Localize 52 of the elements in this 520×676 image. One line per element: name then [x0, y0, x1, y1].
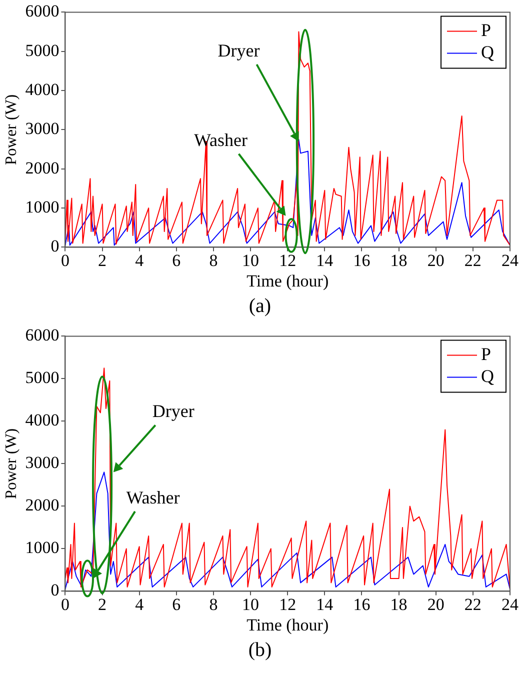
y-axis-title: Power (W) — [2, 94, 20, 166]
y-tick-label: 1000 — [25, 538, 60, 558]
x-tick-label: 20 — [427, 594, 444, 614]
x-axis-title: Time (hour) — [246, 271, 329, 290]
x-tick-label: 6 — [172, 594, 181, 614]
x-tick-label: 4 — [135, 250, 144, 270]
annotation: Dryer — [152, 401, 194, 422]
annotation: Washer — [194, 130, 248, 150]
x-tick-label: 8 — [209, 594, 218, 614]
x-tick-label: 16 — [353, 250, 370, 270]
y-tick-label: 3000 — [25, 119, 60, 138]
legend-label: Q — [481, 42, 494, 62]
y-tick-label: 3000 — [25, 453, 60, 472]
y-axis-title: Power (W) — [2, 428, 20, 500]
x-tick-label: 14 — [316, 250, 334, 270]
y-tick-label: 5000 — [25, 40, 60, 60]
x-tick-label: 2 — [98, 594, 107, 614]
y-tick-label: 0 — [50, 580, 60, 600]
x-tick-label: 4 — [135, 594, 144, 614]
legend-label: P — [481, 20, 492, 40]
x-tick-label: 12 — [279, 250, 296, 270]
text: (b) — [247, 638, 273, 663]
y-tick-label: 0 — [50, 236, 60, 256]
annotation: Washer — [126, 487, 180, 508]
x-tick-label: 12 — [279, 594, 296, 614]
legend-label: Q — [481, 366, 494, 386]
y-tick-label: 4000 — [25, 80, 60, 99]
x-tick-label: 16 — [353, 594, 370, 614]
y-tick-label: 6000 — [25, 326, 60, 345]
x-tick-label: 10 — [242, 594, 260, 614]
x-tick-label: 22 — [464, 594, 482, 614]
x-tick-label: 24 — [502, 250, 519, 270]
y-tick-label: 2000 — [25, 158, 60, 178]
y-tick-label: 2000 — [25, 496, 60, 515]
x-tick-label: 18 — [390, 250, 408, 270]
text: (a) — [248, 294, 272, 319]
x-tick-label: 24 — [502, 594, 519, 614]
x-tick-label: 2 — [98, 250, 107, 270]
legend-label: P — [481, 344, 492, 364]
x-tick-label: 14 — [316, 594, 334, 614]
x-tick-label: 8 — [209, 250, 218, 270]
y-tick-label: 5000 — [25, 368, 60, 388]
x-tick-label: 10 — [242, 250, 260, 270]
y-tick-label: 6000 — [25, 2, 60, 21]
x-axis-title: Time (hour) — [246, 615, 329, 634]
annotation: Dryer — [218, 40, 260, 60]
x-tick-label: 20 — [427, 250, 444, 270]
y-tick-label: 4000 — [25, 410, 60, 430]
x-tick-label: 22 — [464, 250, 482, 270]
x-tick-label: 18 — [390, 594, 408, 614]
x-tick-label: 6 — [172, 250, 181, 270]
y-tick-label: 1000 — [25, 198, 60, 216]
